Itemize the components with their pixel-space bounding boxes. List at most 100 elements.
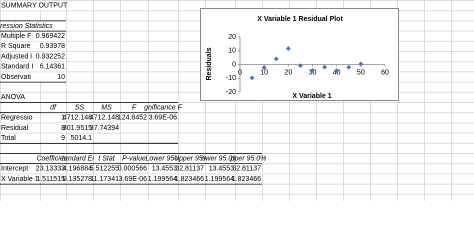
cell-text: pper 95.0% <box>230 155 267 162</box>
cell-background <box>67 103 93 113</box>
cell-text: 10 <box>57 74 65 81</box>
cell-background <box>94 113 120 123</box>
y-tick-label: -20 <box>226 89 236 96</box>
x-tick-label: 0 <box>238 69 242 76</box>
cell-background <box>179 164 205 174</box>
cell-text: P-value <box>122 155 146 162</box>
cell-text: 37.74394 <box>90 125 119 132</box>
cell-background <box>41 123 66 133</box>
cell-background <box>67 133 93 143</box>
cell-text: 1.511515 <box>36 176 65 183</box>
cell-text: 5.512255 <box>90 166 119 173</box>
cell-text: Standard I <box>1 64 33 71</box>
cell-grid: SUMMARY OUTPUT Regression Statistics Multi… <box>0 0 474 201</box>
cell-text: tandard Err <box>62 155 98 162</box>
cell-text: 0.969422 <box>36 33 65 40</box>
data-point <box>273 56 279 62</box>
cell-background <box>149 154 178 164</box>
cell-text: Residual <box>1 125 29 132</box>
cell-background <box>149 164 178 174</box>
cell-background <box>41 103 66 113</box>
cell-background <box>67 113 93 123</box>
cell-text: 1 <box>61 115 65 122</box>
cell-background <box>1 21 66 31</box>
cell-text: 3.69E-06 <box>149 115 178 122</box>
data-point <box>346 64 352 70</box>
cell-text: gnificance F <box>144 104 182 111</box>
cell-text: df <box>50 104 57 111</box>
x-tick-label: 50 <box>357 69 365 76</box>
data-point <box>285 46 291 51</box>
cell-background <box>179 154 205 164</box>
cell-text: 5014.1 <box>71 135 93 142</box>
cell-text: Adjusted I <box>1 53 32 60</box>
cell-background <box>149 103 178 113</box>
cell-text: 23.13333 <box>36 166 65 173</box>
cell-text: 4712.148 <box>90 115 119 122</box>
cell-text: 8 <box>61 125 65 132</box>
cell-text: 301.9515 <box>63 125 92 132</box>
y-axis-label: Residuals <box>206 47 213 80</box>
cell-text: 0.932252 <box>36 53 65 60</box>
cell-background <box>41 154 66 164</box>
cell-background <box>121 154 148 164</box>
cell-background <box>94 103 120 113</box>
cell-background <box>1 123 40 133</box>
cell-text: ANOVA <box>1 94 25 101</box>
cell-text: Lower 95% <box>145 155 180 162</box>
cell-background <box>206 174 235 184</box>
cell-background <box>41 133 66 143</box>
cell-text: 13.4553 <box>209 166 234 173</box>
cell-background <box>206 164 235 174</box>
cell-background <box>1 174 40 184</box>
y-tick-label: -10 <box>226 75 236 82</box>
cell-text: Total <box>1 135 16 142</box>
cell-text: Upper 95% <box>174 155 209 162</box>
x-axis-label: X Variable 1 <box>292 93 331 100</box>
cell-text: 1.823466 <box>175 176 204 183</box>
y-tick-label: 20 <box>228 34 236 41</box>
cell-text: Observati <box>1 74 31 81</box>
cell-text: Multiple F <box>1 33 31 40</box>
cell-text: ower 95.0% <box>202 155 239 162</box>
cell-background <box>67 123 93 133</box>
cell-background <box>206 154 235 164</box>
data-point <box>249 75 255 81</box>
cell-text: 13.4553 <box>152 166 177 173</box>
data-point <box>358 61 364 67</box>
cell-background <box>1 72 66 82</box>
data-point <box>298 63 303 68</box>
cell-background <box>121 113 148 123</box>
data-point <box>261 65 267 71</box>
cell-background <box>121 164 148 174</box>
cell-text: 32.81137 <box>232 166 261 173</box>
cell-text: 32.81137 <box>175 166 204 173</box>
cell-background <box>121 174 148 184</box>
chart-title: X Variable 1 Residual Plot <box>257 16 343 23</box>
x-tick-label: 10 <box>260 69 268 76</box>
cell-background <box>121 103 148 113</box>
cell-background <box>1 52 66 62</box>
cell-text: Intercept <box>1 166 28 173</box>
cell-background <box>149 113 178 123</box>
cell-background <box>41 113 66 123</box>
cell-text: t Stat <box>98 155 115 162</box>
y-tick-label: 10 <box>228 48 236 55</box>
cell-background <box>94 154 120 164</box>
cell-background <box>1 133 40 143</box>
cell-text: Coefficient <box>36 155 70 162</box>
cell-background <box>1 62 66 72</box>
cell-background <box>1 1 66 11</box>
cell-text: 0.135278 <box>63 176 92 183</box>
cell-text: Regression Statistics <box>0 23 53 30</box>
spreadsheet: SUMMARY OUTPUT Regression Statistics Multi… <box>0 0 474 201</box>
cell-background <box>236 164 262 174</box>
x-tick-label: 60 <box>381 69 389 76</box>
cell-background <box>1 31 66 41</box>
cell-text: 3.69E-06 <box>119 176 148 183</box>
cell-background <box>67 164 93 174</box>
cell-background <box>67 174 93 184</box>
cell-text: X Variable 1 <box>1 176 39 183</box>
cell-text: SS <box>75 104 85 111</box>
cell-text: 0.93978 <box>40 43 65 50</box>
